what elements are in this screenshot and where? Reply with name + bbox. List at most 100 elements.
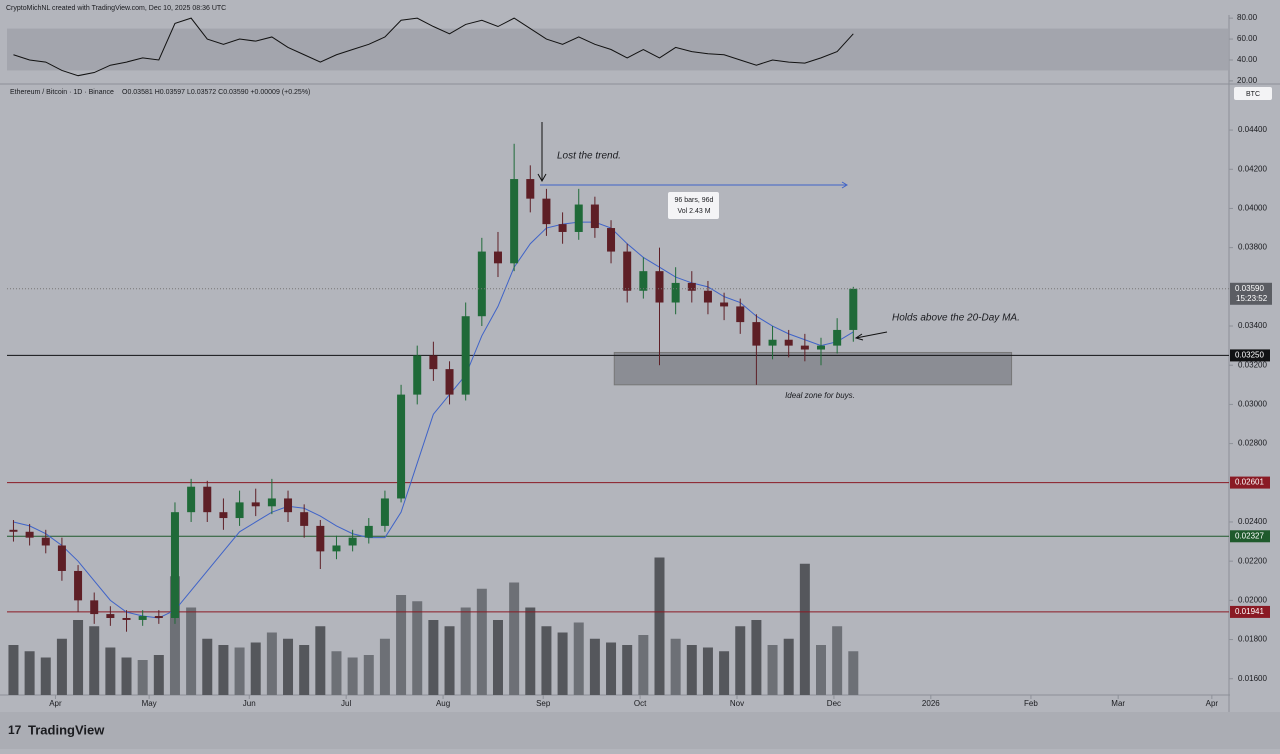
ma-line: [13, 221, 854, 619]
volume-bar: [186, 607, 197, 695]
volume-bar: [379, 638, 390, 695]
volume-bar: [783, 638, 794, 695]
candle-body: [849, 288, 858, 330]
price-tick-label: 0.02400: [1238, 517, 1267, 526]
candle-body: [671, 282, 680, 303]
currency: BTC: [1246, 91, 1260, 98]
candle-body: [703, 290, 712, 303]
candle-body: [687, 282, 696, 291]
candle-body: [720, 302, 729, 307]
time-tick-label: Nov: [730, 699, 744, 708]
price-tick-label: 0.01600: [1238, 674, 1267, 683]
footer-bar: [0, 712, 1280, 749]
candle-body: [526, 179, 535, 199]
candle-body: [639, 271, 648, 291]
time-tick-label: 2026: [922, 699, 940, 708]
volume-bar: [670, 638, 681, 695]
candle-body: [41, 537, 50, 546]
volume-bar: [719, 651, 730, 695]
candle-body: [574, 204, 583, 232]
candle-body: [122, 617, 131, 620]
measure-box: [668, 192, 719, 219]
down-arrow-head: [537, 173, 547, 183]
volume-bar: [606, 642, 617, 695]
time-tick-label: Jul: [341, 699, 351, 708]
price-tick-label: 0.03400: [1238, 321, 1267, 330]
time-tick-label: Apr: [1206, 699, 1219, 708]
symbol-legend: Ethereum / Bitcoin · 1D · Binance: [10, 89, 114, 96]
volume-bar: [153, 655, 164, 695]
measure-text: Vol 2.43 M: [677, 208, 710, 215]
candle-body: [768, 339, 777, 346]
volume-bar: [250, 642, 261, 695]
pointer-arrow: [855, 331, 888, 339]
price-pane: [7, 143, 1229, 695]
volume-bar: [89, 626, 100, 695]
volume-bar: [234, 647, 245, 695]
last-price-tag: [1230, 282, 1272, 305]
volume-bar: [492, 620, 503, 695]
candle-body: [558, 224, 567, 232]
volume-bar: [509, 582, 520, 695]
volume-bar: [283, 638, 294, 695]
volume-bar: [622, 645, 633, 695]
currency-box: [1234, 87, 1272, 100]
volume-bar: [832, 626, 843, 695]
candle-body: [655, 271, 664, 303]
price-tick-label: 0.02800: [1238, 439, 1267, 448]
price-tick-label: 0.04000: [1238, 204, 1267, 213]
annotation: Lost the trend.: [557, 151, 621, 162]
price-tick-label: 0.03200: [1238, 360, 1267, 369]
candle-body: [25, 531, 34, 538]
ohlc-legend: O0.03581 H0.03597 L0.03572 C0.03590 +0.0…: [122, 89, 310, 96]
price-tick-label: 0.03800: [1238, 243, 1267, 252]
volume-bar: [444, 626, 455, 695]
volume-bar: [396, 595, 407, 695]
volume-bar: [73, 620, 84, 695]
candle-body: [57, 545, 66, 571]
volume-bar: [428, 620, 439, 695]
volume-bar: [460, 607, 471, 695]
candle-body: [219, 512, 228, 519]
time-tick-label: Feb: [1024, 699, 1038, 708]
time-tick-label: Mar: [1111, 699, 1125, 708]
candle-body: [493, 251, 502, 264]
candle-body: [235, 502, 244, 519]
candle-body: [623, 251, 632, 291]
volume-bar: [56, 638, 67, 695]
volume-bar: [589, 638, 600, 695]
candle-body: [800, 345, 809, 350]
candle-body: [477, 251, 486, 317]
candle-body: [736, 306, 745, 323]
candle-body: [542, 198, 551, 225]
candle-body: [284, 498, 293, 513]
candle-body: [316, 525, 325, 552]
price-tick-label: 0.02200: [1238, 556, 1267, 565]
candle-body: [138, 616, 147, 620]
rsi-pane: 80.00 60.00 40.00 20.00: [7, 13, 1258, 85]
buy-zone: [613, 351, 1013, 386]
rsi-tick-label: 80.00: [1237, 13, 1258, 22]
footer-logo: TradingView: [28, 722, 105, 737]
volume-bar: [541, 626, 552, 695]
time-tick-label: Apr: [49, 699, 62, 708]
volume-bar: [638, 635, 649, 695]
volume-bar: [767, 645, 778, 695]
level-tag: [1230, 605, 1270, 618]
annotation: Ideal zone for buys.: [785, 391, 855, 400]
candle-body: [380, 498, 389, 526]
level-tag: [1230, 349, 1270, 362]
candle-body: [413, 355, 422, 395]
volume-bar: [654, 557, 665, 695]
volume-bar: [218, 645, 229, 695]
time-tick-label: Aug: [436, 699, 450, 708]
candle-body: [267, 498, 276, 507]
volume-bar: [24, 651, 35, 695]
candle-body: [445, 369, 454, 395]
candle-body: [590, 204, 599, 229]
candle-body: [429, 355, 438, 370]
level-tag: [1230, 476, 1270, 489]
level-label: 0.03250: [1235, 351, 1264, 360]
rsi-tick-label: 20.00: [1237, 76, 1258, 85]
